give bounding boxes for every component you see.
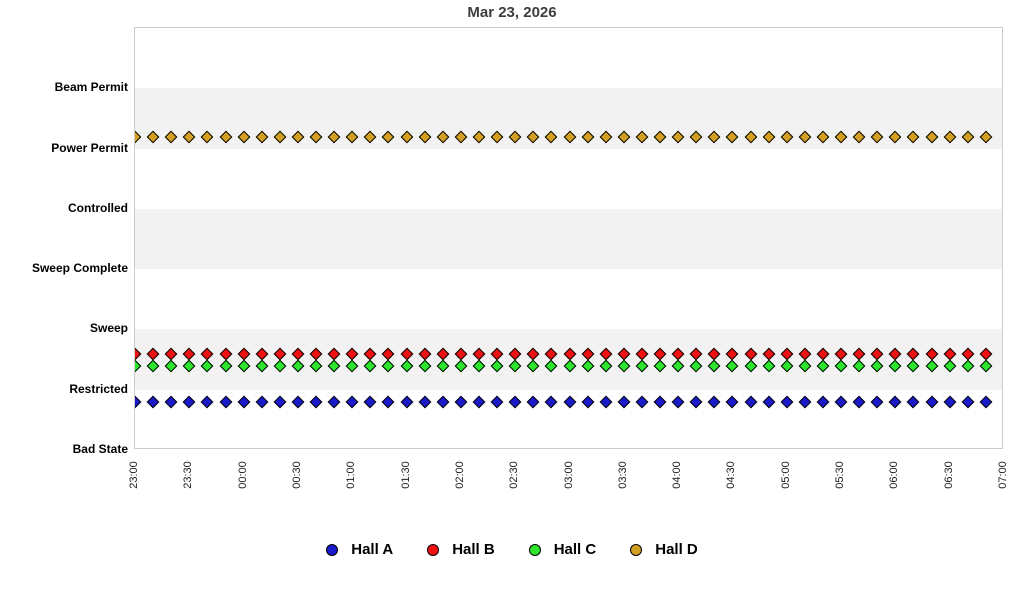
data-point-hall-a (780, 395, 794, 409)
data-point-hall-a (135, 395, 142, 409)
y-axis-label-sweep-complete: Sweep Complete (31, 261, 128, 276)
data-point-hall-a (273, 395, 287, 409)
data-point-hall-a (617, 395, 631, 409)
legend-item-hall-c: Hall C (528, 541, 597, 558)
data-point-hall-a (418, 395, 432, 409)
x-axis-label-23-00: 23:00 (128, 461, 140, 489)
x-axis-label-02-00: 02:00 (453, 461, 466, 489)
data-point-hall-a (363, 395, 377, 409)
data-point-hall-a (925, 395, 938, 409)
data-point-hall-a (400, 395, 413, 409)
legend-item-hall-a: Hall A (326, 541, 393, 558)
x-axis-label-07-00: 07:00 (997, 461, 1009, 489)
legend-label: Hall A (351, 541, 394, 558)
data-point-hall-a (870, 395, 884, 409)
x-axis-label-03-30: 03:30 (616, 461, 629, 489)
data-point-hall-a (834, 395, 848, 409)
legend-marker-icon-hall-d (630, 543, 643, 556)
data-point-hall-a (490, 395, 504, 409)
x-axis-label-02-30: 02:30 (508, 461, 521, 489)
x-axis-label-04-30: 04:30 (725, 461, 738, 489)
data-point-hall-a (671, 395, 685, 409)
data-point-hall-a (454, 395, 468, 409)
data-point-hall-a (852, 395, 866, 409)
data-point-hall-a (146, 395, 160, 409)
legend-item-hall-b: Hall B (427, 541, 495, 558)
x-axis-label-01-30: 01:30 (399, 461, 412, 489)
data-point-hall-a (237, 395, 250, 409)
x-axis-label-05-00: 05:00 (779, 461, 792, 489)
data-point-hall-a (961, 395, 975, 409)
x-axis-label-01-00: 01:00 (345, 461, 358, 489)
legend: Hall A Hall B Hall C Hall D (0, 541, 1024, 558)
data-point-hall-a (255, 395, 269, 409)
legend-marker-icon-hall-c (528, 543, 541, 556)
legend-label: Hall D (655, 541, 698, 558)
data-point-hall-a (943, 395, 957, 409)
legend-marker-icon-hall-b (427, 543, 440, 556)
y-axis-label-restricted: Restricted (69, 381, 128, 396)
data-point-hall-a (472, 395, 486, 409)
x-axis-label-05-30: 05:30 (834, 461, 847, 489)
data-point-hall-a (816, 395, 830, 409)
legend-marker-icon-hall-a (326, 543, 339, 556)
data-point-hall-a (436, 395, 450, 409)
data-point-hall-a (345, 395, 359, 409)
y-axis-label-beam-permit: Beam Permit (54, 80, 128, 95)
x-axis-label-00-00: 00:00 (236, 461, 249, 489)
data-point-hall-a (726, 395, 739, 409)
data-point-hall-a (219, 395, 232, 409)
data-point-hall-a (979, 395, 993, 409)
data-point-hall-a (581, 395, 594, 409)
data-point-hall-a (798, 395, 812, 409)
y-axis-label-sweep: Sweep (89, 321, 128, 336)
data-point-hall-a (563, 395, 576, 409)
data-point-hall-a (164, 395, 178, 409)
y-axis-label-controlled: Controlled (68, 200, 128, 215)
x-axis-label-03-00: 03:00 (562, 461, 575, 489)
data-point-hall-a (889, 395, 902, 409)
x-axis-label-00-30: 00:30 (290, 461, 303, 489)
data-point-hall-a (291, 395, 305, 409)
x-axis-label-06-00: 06:00 (888, 461, 901, 489)
data-point-hall-a (907, 395, 920, 409)
data-point-hall-a (545, 395, 558, 409)
data-point-hall-a (744, 395, 757, 409)
legend-item-hall-d: Hall D (630, 541, 698, 558)
y-axis-label-bad-state: Bad State (72, 442, 128, 456)
legend-label: Hall C (553, 541, 597, 558)
data-point-hall-a (635, 395, 649, 409)
data-point-hall-a (508, 395, 522, 409)
shaded-band-sweep-complete-to-controlled (135, 208, 1002, 270)
plot-area (134, 27, 1003, 449)
data-point-hall-a (762, 395, 776, 409)
data-point-hall-a (327, 395, 341, 409)
y-axis-label-power-permit: Power Permit (51, 140, 128, 155)
x-axis-label-04-00: 04:00 (671, 461, 684, 489)
data-point-hall-a (689, 395, 703, 409)
x-axis-label-06-30: 06:30 (942, 461, 955, 489)
data-point-hall-a (382, 395, 395, 409)
x-axis-label-23-30: 23:30 (182, 461, 195, 489)
data-point-hall-a (201, 395, 214, 409)
data-point-hall-a (309, 395, 323, 409)
data-point-hall-a (653, 395, 667, 409)
data-point-hall-a (599, 395, 613, 409)
chart-title: Mar 23, 2026 (467, 4, 557, 21)
data-point-hall-a (526, 395, 540, 409)
data-point-hall-a (707, 395, 721, 409)
legend-label: Hall B (452, 541, 495, 558)
data-point-hall-a (182, 395, 196, 409)
